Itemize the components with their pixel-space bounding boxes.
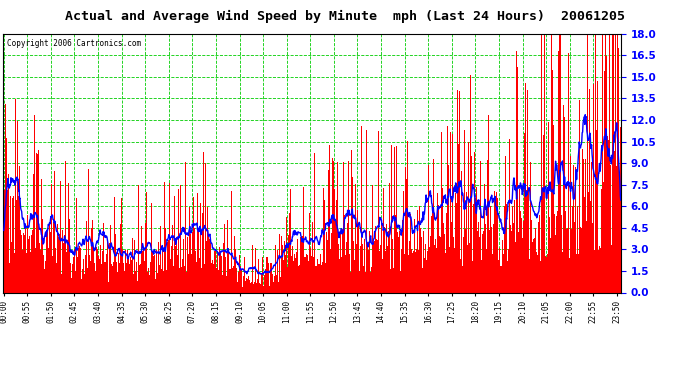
Text: Copyright 2006 Cartronics.com: Copyright 2006 Cartronics.com xyxy=(6,39,141,48)
Text: Actual and Average Wind Speed by Minute  mph (Last 24 Hours)  20061205: Actual and Average Wind Speed by Minute … xyxy=(65,10,625,23)
